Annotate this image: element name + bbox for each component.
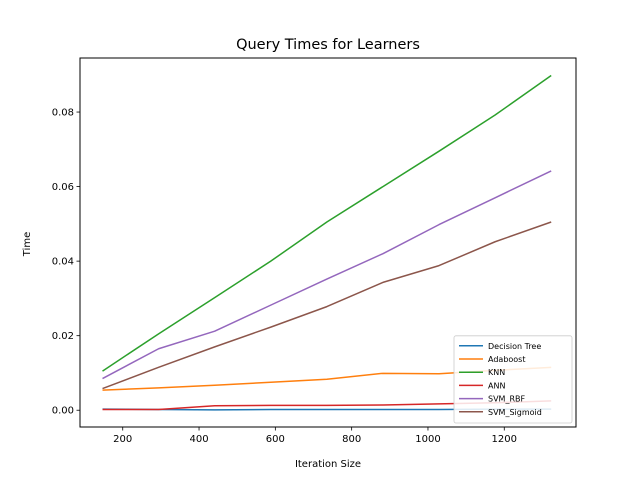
legend-label-knn: KNN bbox=[488, 368, 505, 377]
legend: Decision Tree Adaboost KNN ANN SVM_RBF SVM_Si… bbox=[453, 335, 573, 424]
y-tick-label: 0.02 bbox=[52, 331, 74, 342]
legend-label-adaboost: Adaboost bbox=[488, 355, 525, 364]
y-tick-label: 0.00 bbox=[52, 406, 74, 417]
legend-label-svm-sigmoid: SVM_Sigmoid bbox=[488, 408, 542, 417]
x-ticks: 200 400 600 800 1000 1200 bbox=[113, 427, 517, 445]
x-tick-label: 1000 bbox=[415, 434, 440, 445]
y-tick-label: 0.06 bbox=[52, 182, 74, 193]
legend-label-decision-tree: Decision Tree bbox=[488, 342, 541, 351]
x-tick-label: 800 bbox=[342, 434, 361, 445]
legend-label-svm-rbf: SVM_RBF bbox=[488, 395, 526, 404]
plot-lines bbox=[102, 74, 552, 411]
y-axis-label: Time bbox=[22, 232, 33, 257]
plot-frame bbox=[79, 57, 577, 428]
x-tick-label: 600 bbox=[266, 434, 285, 445]
series-line-svm-sigmoid bbox=[102, 221, 552, 390]
chart-title: Query Times for Learners bbox=[236, 37, 420, 53]
x-tick-label: 400 bbox=[189, 434, 208, 445]
y-tick-label: 0.04 bbox=[52, 257, 74, 268]
series-line-svm-rbf bbox=[102, 170, 552, 380]
y-ticks: 0.00 0.02 0.04 0.06 0.08 bbox=[52, 108, 80, 417]
x-axis-label: Iteration Size bbox=[295, 459, 361, 470]
y-tick-label: 0.08 bbox=[52, 108, 74, 119]
x-tick-label: 1200 bbox=[492, 434, 517, 445]
series-line-knn bbox=[102, 74, 552, 372]
legend-label-ann: ANN bbox=[488, 381, 505, 390]
x-tick-label: 200 bbox=[113, 434, 132, 445]
legend-box bbox=[453, 335, 573, 424]
